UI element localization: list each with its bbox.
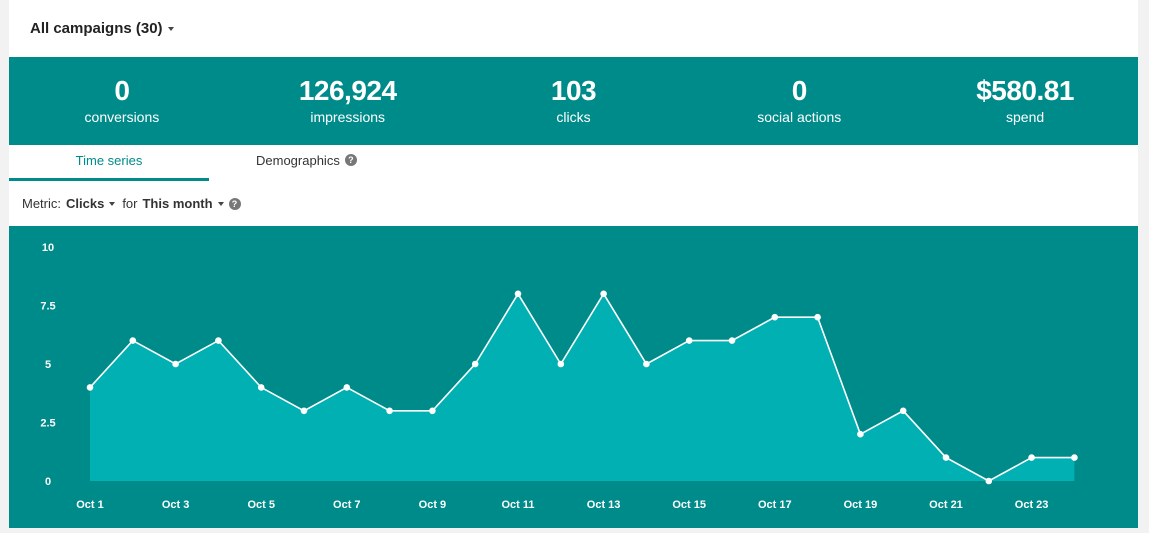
stat-conversions: 0 conversions bbox=[9, 57, 235, 145]
metric-label: Metric: bbox=[22, 196, 61, 211]
period-value: This month bbox=[142, 196, 213, 211]
data-point bbox=[942, 454, 950, 461]
stat-value: 0 bbox=[114, 75, 130, 106]
stat-value: $580.81 bbox=[976, 75, 1074, 106]
data-point bbox=[215, 337, 222, 344]
stat-impressions: 126,924 impressions bbox=[235, 57, 461, 145]
data-point bbox=[685, 337, 693, 344]
caret-down-icon bbox=[109, 201, 116, 206]
stats-banner: 0 conversions 126,924 impressions 103 cl… bbox=[9, 57, 1138, 145]
data-point bbox=[814, 313, 821, 321]
data-point bbox=[1028, 454, 1035, 461]
stat-label: impressions bbox=[310, 109, 386, 125]
stat-label: clicks bbox=[556, 109, 591, 125]
clicks-area-chart: 0 2.5 5 7.5 10 Oct 1 Oct 3 Oct 5 Oct 7 Oct 9 Oct 1… bbox=[40, 242, 1078, 511]
data-point bbox=[1071, 454, 1078, 461]
x-tick-label: Oct 11 bbox=[501, 499, 534, 511]
stat-spend: $580.81 spend bbox=[912, 57, 1138, 145]
chart-area: 0 2.5 5 7.5 10 Oct 1 Oct 3 Oct 5 Oct 7 Oct 9 Oct 1… bbox=[9, 226, 1138, 528]
data-point bbox=[300, 407, 308, 415]
data-point bbox=[129, 337, 137, 344]
metric-value: Clicks bbox=[66, 196, 105, 211]
stat-label: social actions bbox=[757, 109, 842, 125]
series-area bbox=[90, 293, 1075, 481]
y-tick-label: 10 bbox=[42, 242, 54, 254]
stat-clicks: 103 clicks bbox=[461, 57, 687, 145]
x-tick-label: Oct 7 bbox=[333, 499, 361, 511]
y-tick-label: 2.5 bbox=[40, 418, 55, 430]
data-point bbox=[429, 407, 436, 415]
x-tick-label: Oct 9 bbox=[419, 499, 447, 511]
data-point bbox=[643, 360, 650, 368]
stat-value: 103 bbox=[550, 75, 597, 106]
x-tick-label: Oct 19 bbox=[844, 499, 878, 511]
tab-label: Demographics bbox=[256, 153, 340, 168]
data-point bbox=[728, 337, 736, 344]
tab-demographics[interactable]: Demographics ? bbox=[256, 145, 357, 181]
data-point bbox=[471, 360, 479, 368]
campaign-selector[interactable]: All campaigns (30) bbox=[30, 20, 174, 37]
view-tabs: Time series Demographics ? bbox=[9, 145, 1138, 181]
data-point bbox=[899, 407, 907, 415]
x-tick-label: Oct 3 bbox=[162, 499, 190, 511]
x-tick-label: Oct 15 bbox=[672, 499, 706, 511]
x-tick-label: Oct 21 bbox=[929, 499, 963, 511]
header-bar: All campaigns (30) bbox=[9, 0, 1138, 57]
metric-dropdown[interactable]: Clicks bbox=[66, 196, 116, 211]
stat-label: conversions bbox=[84, 109, 160, 125]
x-tick-label: Oct 5 bbox=[247, 499, 275, 511]
x-tick-label: Oct 1 bbox=[76, 499, 104, 511]
data-point bbox=[172, 360, 179, 368]
caret-down-icon bbox=[167, 26, 174, 31]
data-point bbox=[514, 290, 522, 298]
data-point bbox=[386, 407, 393, 415]
data-point bbox=[771, 313, 779, 321]
y-tick-label: 5 bbox=[45, 359, 51, 371]
x-tick-label: Oct 13 bbox=[587, 499, 621, 511]
x-tick-label: Oct 17 bbox=[758, 499, 792, 511]
help-icon[interactable]: ? bbox=[228, 198, 241, 210]
series-line bbox=[89, 292, 1075, 482]
data-point bbox=[86, 384, 94, 391]
stat-value: 126,924 bbox=[298, 75, 397, 106]
for-label: for bbox=[122, 196, 138, 211]
stat-label: spend bbox=[1006, 109, 1045, 125]
data-point bbox=[857, 430, 864, 438]
stat-value: 0 bbox=[791, 75, 808, 106]
caret-down-icon bbox=[217, 201, 224, 206]
y-tick-label: 0 bbox=[45, 476, 51, 488]
stat-social-actions: 0 social actions bbox=[686, 57, 912, 145]
help-icon[interactable]: ? bbox=[344, 154, 357, 166]
y-tick-label: 7.5 bbox=[40, 301, 55, 313]
data-point bbox=[985, 477, 993, 485]
period-dropdown[interactable]: This month bbox=[142, 196, 224, 211]
data-point bbox=[557, 360, 565, 368]
x-tick-label: Oct 23 bbox=[1015, 499, 1049, 511]
data-point bbox=[343, 384, 351, 391]
tab-time-series[interactable]: Time series bbox=[9, 145, 209, 181]
data-point bbox=[600, 290, 607, 298]
data-point bbox=[257, 384, 265, 391]
metric-bar: Metric: Clicks for This month ? bbox=[9, 181, 1138, 226]
tab-label: Time series bbox=[75, 153, 143, 168]
campaign-selector-label: All campaigns (30) bbox=[30, 20, 163, 37]
